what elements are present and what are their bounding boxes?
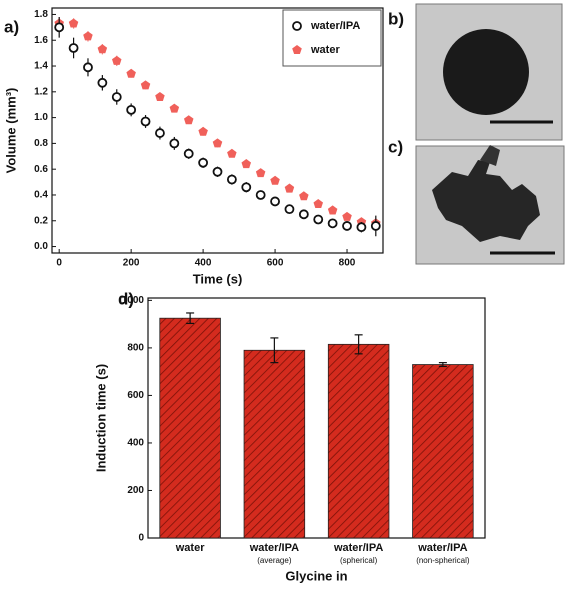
x-tick-note: (non-spherical) <box>416 556 470 565</box>
panel-label: b) <box>388 9 404 28</box>
panel-label: c) <box>388 137 403 156</box>
legend-label: water <box>310 44 340 56</box>
crystal <box>432 160 540 242</box>
point <box>198 126 208 136</box>
y-axis-label: Volume (mm³) <box>3 88 18 174</box>
y-tick-label: 600 <box>127 390 144 401</box>
y-tick-label: 0.4 <box>34 190 48 201</box>
point <box>68 43 79 53</box>
y-tick-label: 0.6 <box>34 164 48 175</box>
x-tick-label: 200 <box>123 258 140 269</box>
point <box>298 209 309 220</box>
point <box>255 168 266 178</box>
point <box>83 31 93 41</box>
point <box>327 218 338 229</box>
bar <box>327 343 390 539</box>
point <box>184 115 194 125</box>
y-axis-label: Induction time (s) <box>93 364 108 472</box>
droplet <box>443 29 529 115</box>
point <box>183 148 194 159</box>
point <box>313 214 324 225</box>
point <box>140 80 151 90</box>
y-tick-label: 1.6 <box>34 35 48 46</box>
point <box>112 55 122 65</box>
point <box>97 77 108 88</box>
bar <box>243 349 306 539</box>
point <box>97 44 108 54</box>
y-tick-label: 1.8 <box>34 9 48 20</box>
panel-label: d) <box>118 289 134 308</box>
x-tick-note: (spherical) <box>340 556 378 565</box>
point <box>226 174 237 185</box>
legend-box <box>282 9 382 67</box>
point <box>313 199 323 208</box>
point <box>68 18 79 28</box>
point <box>255 190 266 200</box>
point <box>299 191 309 201</box>
point <box>140 116 151 127</box>
point <box>155 92 165 101</box>
point <box>54 22 65 33</box>
point <box>155 128 165 138</box>
y-tick-label: 0.0 <box>34 241 48 252</box>
y-tick-label: 0 <box>138 533 144 544</box>
legend-label: water/IPA <box>310 20 360 32</box>
x-tick-label: 400 <box>195 258 212 269</box>
y-tick-label: 800 <box>127 343 144 354</box>
plot-frame <box>147 297 486 539</box>
x-tick-label: water/IPA <box>417 542 467 554</box>
point <box>111 92 122 102</box>
x-tick-label: water/IPA <box>333 542 383 554</box>
point <box>169 103 180 113</box>
point <box>83 62 93 73</box>
legend-marker <box>292 45 302 54</box>
point <box>198 157 209 168</box>
bar <box>412 364 474 539</box>
panel-label: a) <box>4 17 19 36</box>
point <box>212 138 223 148</box>
point <box>241 159 251 169</box>
crystal <box>480 145 500 166</box>
point <box>370 221 381 231</box>
bar <box>159 317 221 539</box>
point <box>126 104 137 115</box>
y-tick-label: 1000 <box>122 295 145 306</box>
point <box>284 183 295 193</box>
x-axis-label: Time (s) <box>193 271 243 286</box>
point <box>270 196 280 207</box>
point <box>126 68 136 78</box>
x-tick-note: (average) <box>257 556 292 565</box>
y-tick-label: 1.2 <box>34 86 48 97</box>
x-tick-label: water <box>175 542 205 554</box>
point <box>284 204 295 215</box>
y-tick-label: 0.2 <box>34 215 48 226</box>
point <box>270 175 280 185</box>
y-tick-label: 1.4 <box>34 61 48 72</box>
plot-frame <box>51 7 384 254</box>
y-tick-label: 0.8 <box>34 138 48 149</box>
legend-marker <box>292 21 302 31</box>
y-tick-label: 1.0 <box>34 112 48 123</box>
point <box>342 221 352 231</box>
point <box>241 182 252 193</box>
point <box>356 222 367 233</box>
y-tick-label: 200 <box>127 485 144 496</box>
x-tick-label: 600 <box>267 258 284 269</box>
point <box>227 148 237 158</box>
y-tick-label: 400 <box>127 438 144 449</box>
point <box>327 205 338 215</box>
x-tick-label: 800 <box>339 258 356 269</box>
x-tick-label: 0 <box>56 258 62 269</box>
x-axis-label: Glycine in <box>285 568 347 583</box>
x-tick-label: water/IPA <box>249 542 299 554</box>
point <box>212 166 223 177</box>
point <box>169 138 180 149</box>
point <box>342 211 352 221</box>
